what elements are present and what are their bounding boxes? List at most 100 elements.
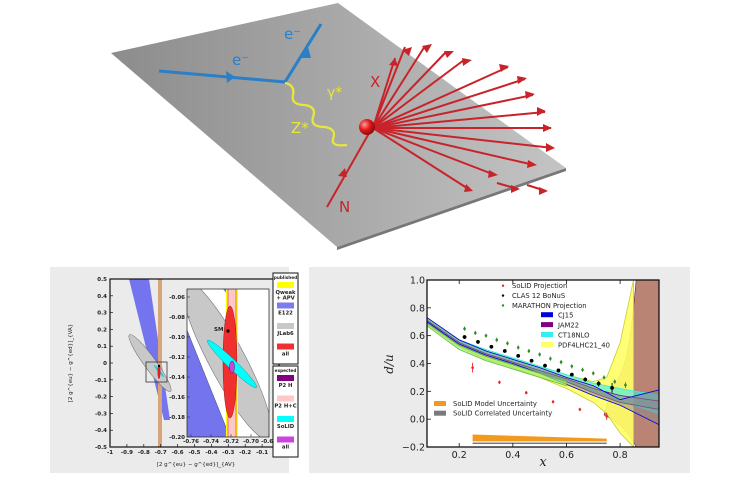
left-y-tick-label: 0.5 — [97, 277, 107, 283]
solid-projection-point — [498, 380, 501, 384]
marathon-projection-point — [495, 338, 499, 342]
left-x-tick-label: -0.4 — [205, 450, 217, 456]
label-gamma: γ* — [327, 85, 342, 101]
legend-label: E122 — [278, 311, 293, 317]
legend-swatch-pdf4lhc21-40 — [541, 341, 553, 347]
label-zboson: Z* — [291, 119, 309, 137]
left-x-tick-label: -0.3 — [222, 450, 234, 456]
right-y-tick-label: 1.0 — [410, 276, 425, 287]
legend-expected: expected P2 H P2 H+C SoLID all — [272, 365, 299, 458]
legend-swatch — [277, 343, 294, 350]
clas-12-bonus-point — [543, 363, 547, 368]
marathon-projection-point — [570, 364, 574, 368]
legend-label-clas-12-bonus: CLAS 12 BoNuS — [512, 292, 565, 300]
inset-sm-point — [226, 329, 230, 333]
legend-swatch — [277, 395, 294, 402]
legend-label: all — [282, 445, 289, 451]
label-final-state: X — [370, 73, 380, 91]
marathon-projection-point — [538, 353, 541, 356]
solid-correlated-uncertainty-band — [472, 442, 607, 445]
scattering-plane — [111, 3, 566, 247]
legend-swatch-jam22 — [541, 322, 553, 328]
scattering-plane-edge — [337, 168, 566, 250]
marathon-projection-point — [581, 368, 584, 372]
label-electron-in: e⁻ — [232, 51, 249, 69]
marathon-projection-point — [613, 380, 617, 383]
left-y-tick-label: -0.1 — [95, 378, 107, 384]
clas-12-bonus-point — [556, 368, 561, 373]
clas-12-bonus-point — [476, 340, 480, 344]
clas-12-bonus-point — [489, 344, 494, 349]
left-y-tick-label: -0.5 — [95, 445, 107, 451]
small-sm-point — [157, 364, 161, 368]
right-y-tick-label: 0.6 — [410, 331, 425, 342]
legend-published-title: published — [274, 275, 297, 280]
legend-swatch-cj15 — [541, 312, 553, 318]
legend-label-marathon-projection: MARATHON Projection — [512, 302, 587, 310]
clas-12-bonus-point — [583, 377, 588, 382]
legend-swatch-ct18nlo — [541, 332, 553, 337]
inset-x-tick-label: -0.70 — [243, 439, 259, 445]
label-electron-out: e⁻ — [284, 25, 301, 43]
legend-swatch — [277, 436, 294, 443]
label-nucleon: N — [339, 198, 350, 216]
right-y-tick-label: 0.4 — [410, 359, 425, 370]
right-x-tick-label: 0.6 — [559, 450, 574, 461]
zoom-box — [145, 361, 168, 383]
left-y-tick-label: 0.1 — [97, 344, 107, 350]
legend-label: P2 H — [279, 383, 293, 389]
left-y-tick-label: 0.2 — [97, 327, 107, 333]
nucleon-vertex — [359, 119, 375, 135]
clas-12-bonus-point — [516, 353, 521, 358]
legend-swatch — [277, 282, 294, 288]
marathon-projection-point — [591, 371, 595, 375]
electron-lines — [158, 23, 323, 84]
solid-model-uncertainty-band — [472, 434, 607, 442]
left-x-tick-label: -0.9 — [121, 450, 133, 456]
legend-label-jam22: JAM22 — [557, 322, 579, 330]
inset-y-tick-label: -0.06 — [169, 295, 185, 301]
left-y-tick-label: -0.4 — [95, 428, 107, 434]
right-y-tick-label: 0.8 — [410, 303, 425, 314]
legend-label-cj15: CJ15 — [558, 312, 573, 320]
left-x-tick-label: -0.2 — [239, 450, 251, 456]
solid-projection-point — [605, 415, 608, 418]
solid-projection-point — [578, 408, 582, 411]
right-y-tick-label: 0.2 — [410, 387, 425, 398]
legend-swatch — [277, 323, 294, 329]
left-x-tick-label: -0.8 — [138, 450, 150, 456]
left-x-tick-label: -0.6 — [172, 450, 184, 456]
electron-in-arrow — [226, 71, 235, 83]
sm-label: SM — [214, 327, 223, 333]
legend-marker-marathon-projection — [501, 304, 505, 307]
legend-marker-solid-projection — [501, 284, 505, 287]
legend-label: + APV — [276, 296, 295, 302]
left-y-axis-label: [2 g^{eu} − g^{ed}]_{VA} — [68, 324, 74, 403]
inset-x-tick-label: -0.76 — [183, 439, 199, 445]
qweak-apv-band — [158, 279, 162, 447]
left-y-tick-label: -0.3 — [95, 411, 107, 417]
legend-marker-clas-12-bonus — [501, 294, 505, 297]
inset-e122 — [187, 329, 231, 437]
inset-y-tick-label: -0.18 — [169, 415, 185, 421]
inset-x-tick-label: -0.74 — [203, 439, 219, 445]
legend-swatch — [277, 302, 294, 309]
hadron-lines — [326, 45, 554, 208]
legend-label-ct18nlo: CT18NLO — [558, 332, 590, 340]
solid-projection-point — [471, 366, 474, 369]
marathon-projection-point — [484, 334, 488, 337]
marathon-projection-point — [559, 360, 563, 364]
left-y-tick-label: 0.3 — [97, 311, 107, 317]
inset-y-tick-label: -0.10 — [169, 335, 185, 341]
inset-y-tick-label: -0.14 — [169, 375, 185, 381]
left-x-tick-label: -0.7 — [155, 450, 167, 456]
jlab6-ellipse — [128, 334, 172, 392]
left-x-tick-label: -0.1 — [256, 450, 268, 456]
marathon-projection-point — [602, 376, 606, 379]
legend-label: JLab6 — [276, 331, 294, 337]
left-y-tick-label: 0 — [103, 361, 107, 367]
clas-12-bonus-point — [569, 372, 574, 377]
